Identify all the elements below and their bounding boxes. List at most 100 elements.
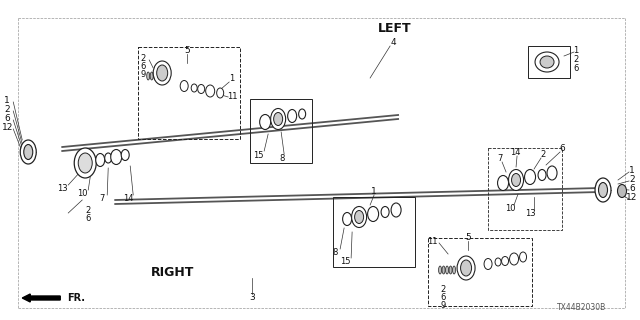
Text: 12: 12 [627,193,637,202]
Ellipse shape [540,56,554,68]
Text: 6: 6 [141,61,146,70]
Text: 5: 5 [184,45,190,54]
Text: 1: 1 [4,95,10,105]
Text: 13: 13 [57,183,68,193]
Text: 2: 2 [629,174,635,183]
Text: 2: 2 [141,53,146,62]
Ellipse shape [180,81,188,92]
Ellipse shape [351,206,367,228]
Ellipse shape [205,85,214,97]
Ellipse shape [535,52,559,72]
Text: 9: 9 [141,69,146,78]
Text: 6: 6 [86,213,91,222]
Ellipse shape [449,266,452,274]
Bar [428,238,532,306]
Ellipse shape [299,109,306,119]
Ellipse shape [452,266,456,274]
Ellipse shape [161,72,164,80]
Text: 12: 12 [1,123,13,132]
Ellipse shape [111,149,122,164]
Ellipse shape [153,61,171,85]
Ellipse shape [525,170,536,185]
Ellipse shape [502,257,509,266]
Text: 14: 14 [510,148,520,156]
Ellipse shape [157,72,160,80]
Ellipse shape [391,203,401,217]
Text: 4: 4 [390,37,396,46]
Ellipse shape [157,65,168,81]
Text: 2: 2 [540,149,546,158]
Text: 9: 9 [440,301,445,310]
Text: 2: 2 [4,105,10,114]
Ellipse shape [509,253,518,265]
Ellipse shape [191,84,197,92]
Text: 10: 10 [505,204,515,212]
Text: 11: 11 [227,92,237,100]
Ellipse shape [598,182,607,197]
Ellipse shape [381,206,389,218]
Ellipse shape [538,170,546,180]
Ellipse shape [511,173,520,187]
Ellipse shape [198,84,205,93]
Ellipse shape [497,175,509,190]
Text: 6: 6 [4,114,10,123]
Text: 2: 2 [573,54,579,63]
Ellipse shape [461,260,472,276]
Text: 1: 1 [629,165,635,174]
Text: 7: 7 [497,154,503,163]
Ellipse shape [509,170,524,190]
Bar [138,47,240,139]
Text: LEFT: LEFT [378,21,412,35]
Ellipse shape [287,109,297,123]
Ellipse shape [484,259,492,269]
Bar [488,148,562,230]
Ellipse shape [154,72,157,80]
Text: 1: 1 [573,45,579,54]
Text: 2: 2 [86,205,91,214]
Text: 5: 5 [465,233,471,242]
Ellipse shape [595,178,611,202]
Ellipse shape [520,252,527,262]
Text: TX44B2030B: TX44B2030B [557,303,607,313]
Ellipse shape [150,72,153,80]
Ellipse shape [121,149,129,161]
Ellipse shape [96,154,105,166]
Ellipse shape [438,266,442,274]
Ellipse shape [20,140,36,164]
Ellipse shape [74,148,96,178]
Ellipse shape [355,211,364,223]
Text: 6: 6 [440,293,446,302]
Ellipse shape [78,153,92,173]
Text: 3: 3 [250,293,255,302]
Ellipse shape [445,266,449,274]
Bar [250,99,312,163]
Ellipse shape [105,153,112,163]
Bar [528,46,570,78]
Ellipse shape [147,72,150,80]
Text: 10: 10 [77,188,88,197]
Ellipse shape [24,145,33,159]
Text: 7: 7 [100,194,105,203]
Ellipse shape [547,166,557,180]
Ellipse shape [271,108,285,130]
Text: 13: 13 [525,209,535,218]
Text: 15: 15 [253,150,264,159]
Ellipse shape [457,256,475,280]
Ellipse shape [442,266,445,274]
Ellipse shape [274,113,283,125]
Ellipse shape [367,206,379,221]
Ellipse shape [618,185,627,197]
Text: 8: 8 [332,247,338,257]
Text: 6: 6 [573,63,579,73]
Text: 1: 1 [230,74,235,83]
Text: RIGHT: RIGHT [150,266,194,278]
Text: 6: 6 [629,183,635,193]
FancyArrow shape [22,294,60,302]
Bar [333,197,415,267]
Text: 14: 14 [123,194,134,203]
Text: 2: 2 [440,285,445,294]
Ellipse shape [260,115,271,130]
Text: 6: 6 [559,143,565,153]
Text: 1: 1 [371,187,377,196]
Text: FR.: FR. [67,293,85,303]
